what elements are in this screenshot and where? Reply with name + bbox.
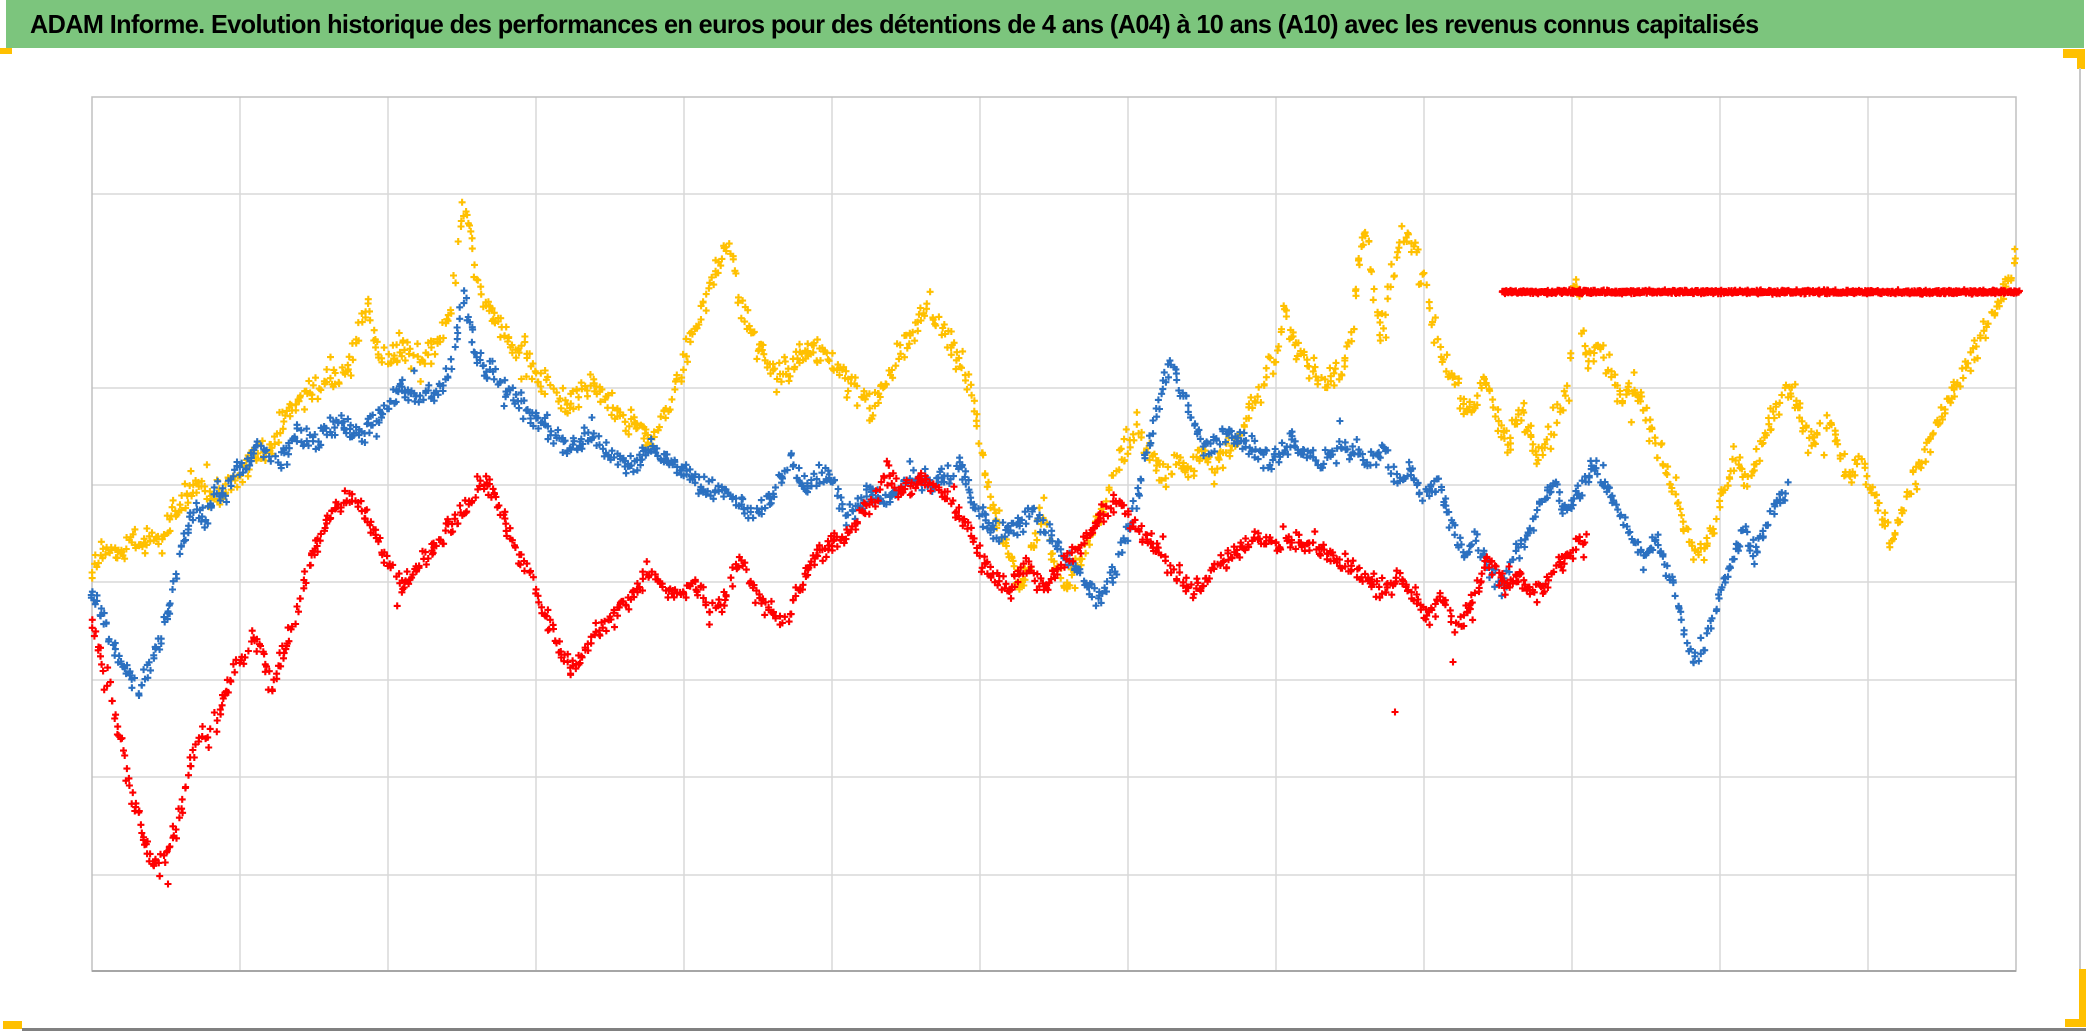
plot-border — [91, 96, 2017, 972]
series-blue-markers — [87, 287, 1792, 699]
corner-accent-top-right-vertical — [2077, 49, 2085, 69]
gridlines — [92, 97, 2016, 971]
frame-right-line — [2079, 68, 2081, 969]
page-title: ADAM Informe. Evolution historique des p… — [30, 8, 1759, 39]
corner-accent-bottom-right-horizontal — [2065, 1019, 2086, 1027]
series-yellow-markers — [88, 198, 2019, 593]
corner-accent-bottom-right-vertical — [2079, 969, 2086, 1027]
series-red-flat-line-markers — [1498, 286, 2023, 298]
corner-accent-top-left — [0, 48, 12, 54]
series-red-markers — [88, 457, 1590, 888]
frame-bottom-line — [22, 1028, 2086, 1031]
corner-accent-bottom-left — [3, 1021, 22, 1029]
corner-accent-top-right-horizontal — [2063, 49, 2084, 58]
title-bar: ADAM Informe. Evolution historique des p… — [6, 0, 2084, 48]
